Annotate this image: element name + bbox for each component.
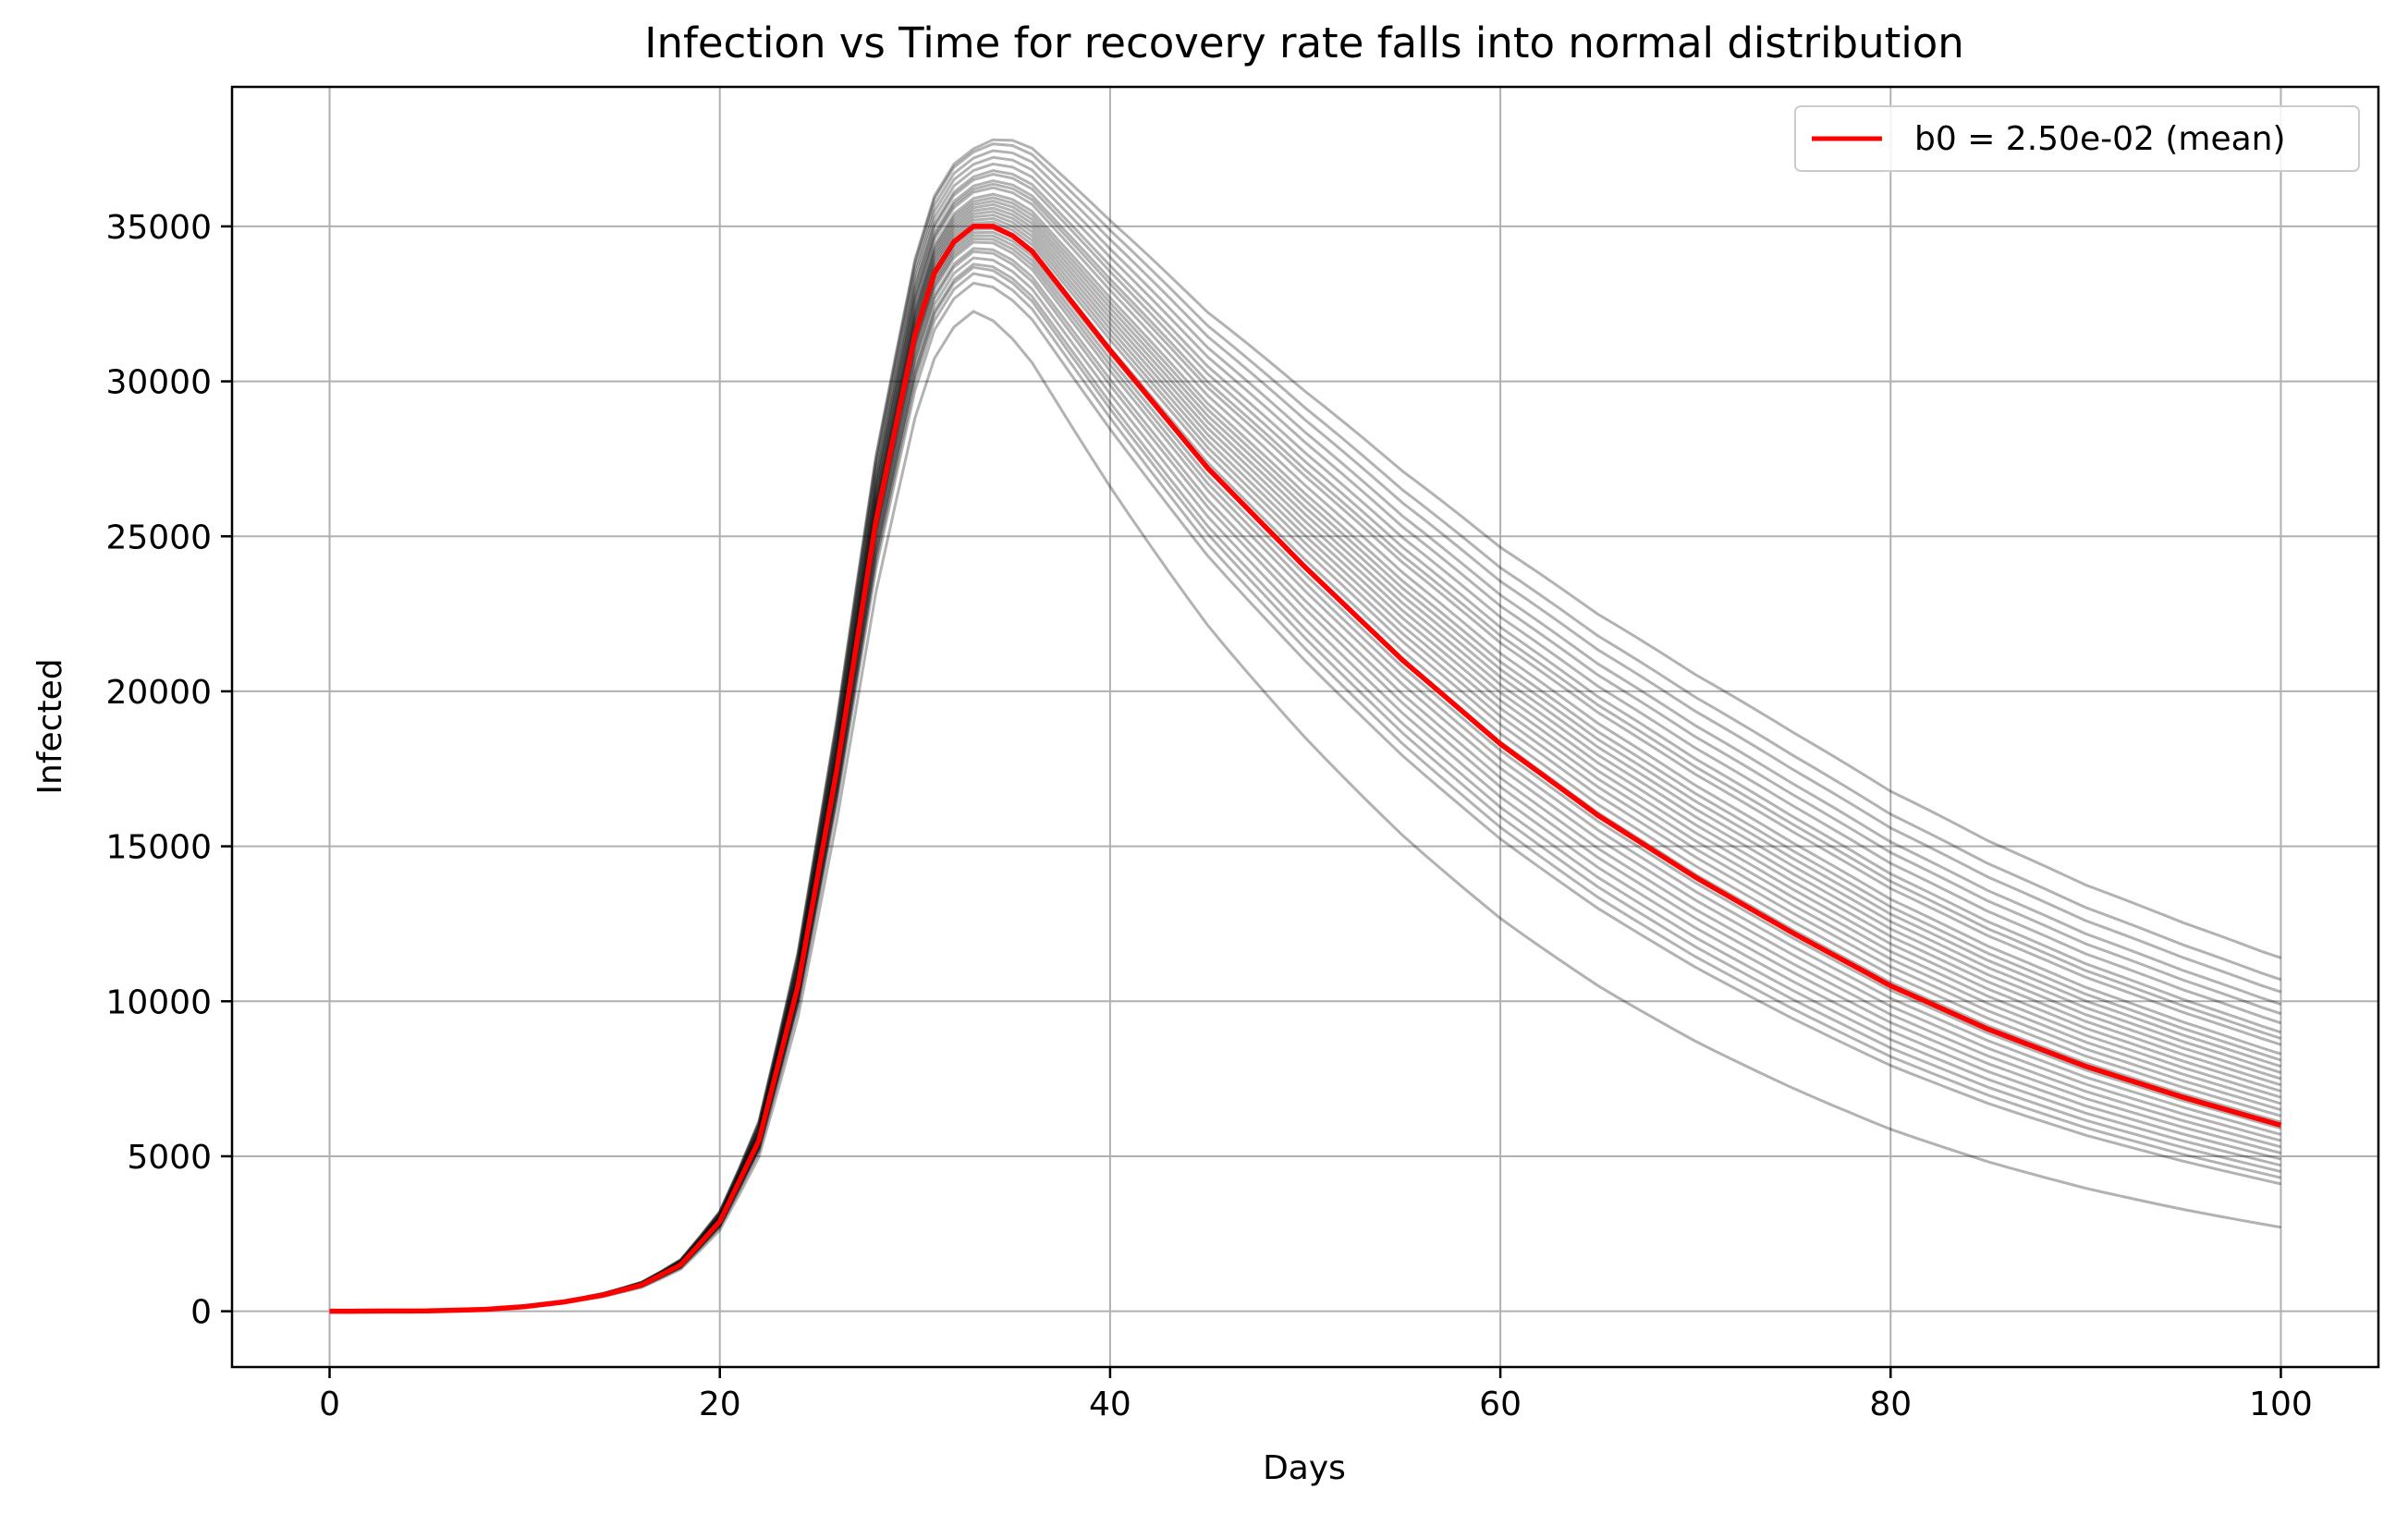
x-axis: 0 20 40 60 80 100 [319,1367,2313,1423]
sample-series-line [329,138,2281,1313]
mean-series-line [329,224,2282,1314]
grid [232,87,2378,1367]
plot-frame [230,85,2380,1369]
sample-series-line [329,310,2281,1313]
y-tick-label: 15000 [105,829,212,867]
x-tick-label: 80 [1869,1386,1912,1423]
y-axis-label: Infected [31,658,69,794]
x-tick-label: 40 [1089,1386,1131,1423]
y-tick-label: 0 [190,1294,212,1332]
x-axis-label: Days [1263,1449,1346,1487]
chart-title: Infection vs Time for recovery rate fall… [644,18,1964,67]
mean-line-group [329,224,2282,1314]
x-tick-label: 100 [2249,1386,2313,1423]
x-tick-label: 60 [1479,1386,1522,1423]
y-tick-label: 20000 [105,674,212,712]
x-tick-label: 20 [699,1386,741,1423]
y-axis: 0 5000 10000 15000 20000 25000 30000 35000 [105,209,232,1332]
y-tick-label: 25000 [105,519,212,556]
x-tick-label: 0 [319,1386,340,1423]
sample-lines [329,138,2281,1313]
legend-box [1794,105,2360,172]
legend: b0 = 2.50e-02 (mean) [1794,105,2360,172]
y-tick-label: 10000 [105,983,212,1021]
y-tick-label: 30000 [105,364,212,402]
y-tick-label: 5000 [127,1139,212,1177]
legend-label-mean: b0 = 2.50e-02 (mean) [1914,120,2286,158]
sample-series-line [329,142,2281,1313]
y-tick-label: 35000 [105,209,212,247]
